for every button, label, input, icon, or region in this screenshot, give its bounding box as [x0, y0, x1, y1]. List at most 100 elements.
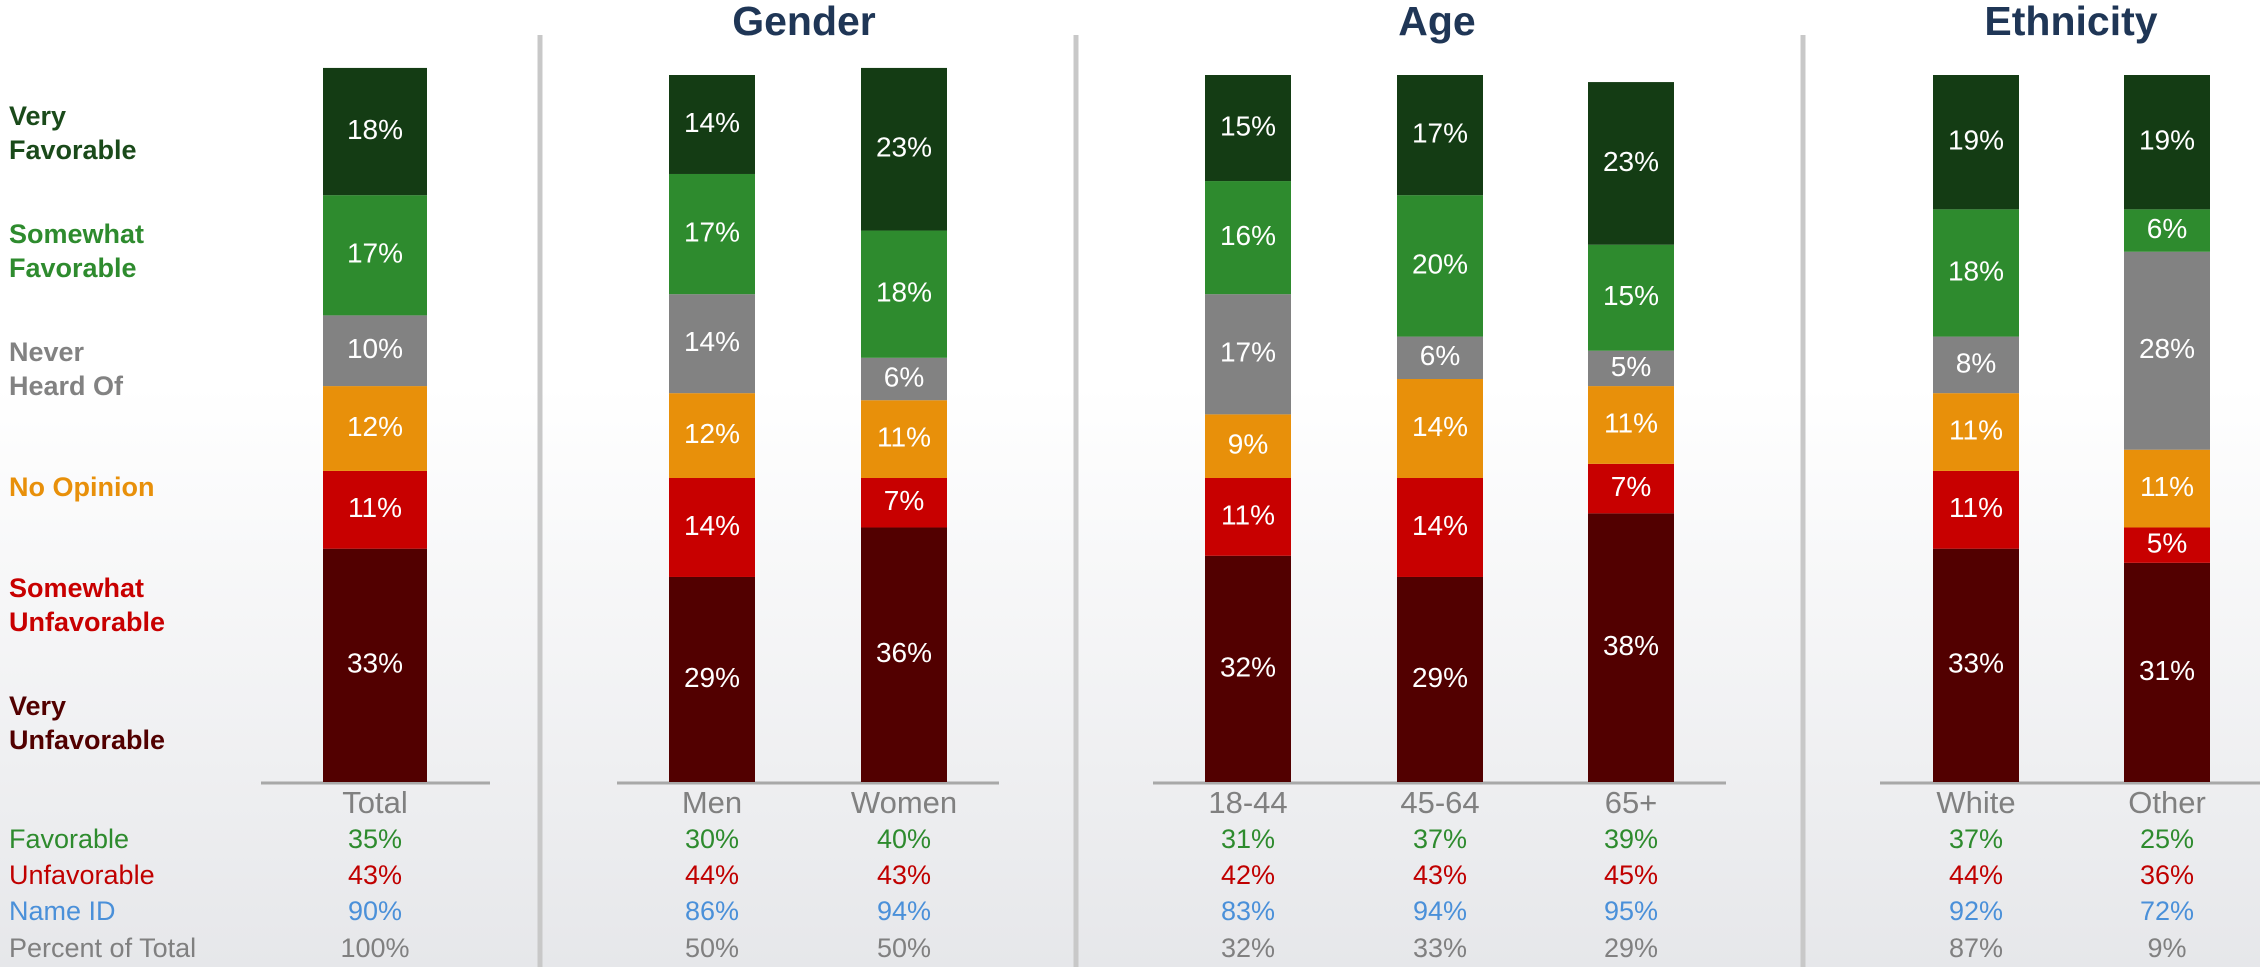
data-label: 14% [1412, 411, 1468, 442]
table-cell: 33% [1413, 933, 1467, 963]
data-label: 5% [2147, 528, 2187, 559]
bar-segment [1205, 294, 1291, 415]
table-cell: 37% [1413, 824, 1467, 854]
legend-label: Very Favorable [9, 101, 137, 165]
data-label: 38% [1603, 630, 1659, 661]
group-title: Ethnicity [1984, 0, 2157, 44]
data-label: 28% [2139, 333, 2195, 364]
table-cell: 30% [685, 824, 739, 854]
data-label: 18% [876, 277, 932, 308]
table-cell: 94% [877, 896, 931, 926]
bar-segment [1933, 336, 2019, 394]
data-label: 23% [1603, 146, 1659, 177]
table-cell: 43% [348, 860, 402, 890]
bar-segment [1397, 477, 1483, 577]
data-label: 14% [684, 107, 740, 138]
data-label: 17% [347, 238, 403, 269]
data-label: 14% [684, 510, 740, 541]
bar-segment [1933, 75, 2019, 210]
data-label: 11% [2140, 471, 2194, 502]
x-tick-label: Women [851, 785, 957, 820]
x-tick-label: Total [342, 785, 407, 820]
bar-segment [1933, 393, 2019, 471]
table-cell: 94% [1413, 896, 1467, 926]
bar-segment [1397, 379, 1483, 478]
data-label: 20% [1412, 248, 1468, 279]
bar-segment [1397, 75, 1483, 196]
x-tick-label: White [1936, 785, 2015, 820]
bar-segment [1933, 209, 2019, 337]
bar-segment [1205, 181, 1291, 295]
bar-segment [861, 357, 947, 401]
table-cell: 40% [877, 824, 931, 854]
data-label: 23% [876, 132, 932, 163]
bar-segment [323, 548, 427, 782]
data-label: 12% [684, 418, 740, 449]
bar-segment [1588, 244, 1674, 351]
bar-segment [861, 477, 947, 528]
bar-segment [323, 315, 427, 387]
table-cell: 86% [685, 896, 739, 926]
data-label: 11% [877, 421, 931, 452]
group-title: Age [1398, 0, 1475, 44]
bar-segment [669, 393, 755, 478]
table-cell: 100% [340, 933, 409, 963]
table-cell: 50% [877, 933, 931, 963]
data-label: 16% [1220, 220, 1276, 251]
table-row-label: Percent of Total [9, 933, 196, 963]
bar-segment [669, 75, 755, 174]
data-label: 5% [1611, 351, 1651, 382]
data-label: 33% [347, 648, 403, 679]
table-cell: 9% [2147, 933, 2186, 963]
bar-segment [2124, 562, 2210, 782]
data-label: 19% [2139, 125, 2195, 156]
table-row-label: Name ID [9, 896, 116, 926]
table-row-label: Favorable [9, 824, 129, 854]
bar-segment [323, 195, 427, 316]
data-label: 17% [684, 216, 740, 247]
bar-segment [2124, 209, 2210, 252]
bar-segment [1933, 470, 2019, 549]
data-label: 36% [876, 637, 932, 668]
bar-segment [2124, 449, 2210, 528]
table-cell: 42% [1221, 860, 1275, 890]
bar-segment [2124, 251, 2210, 450]
bar-segment [861, 230, 947, 358]
bar-segment [1588, 513, 1674, 782]
legend-label: No Opinion [9, 472, 155, 502]
table-cell: 43% [1413, 860, 1467, 890]
bar-segment [1397, 195, 1483, 337]
table-cell: 90% [348, 896, 402, 926]
group-title: Gender [732, 0, 876, 44]
data-label: 18% [1948, 255, 2004, 286]
data-label: 11% [348, 492, 402, 523]
bar-segment [1588, 386, 1674, 464]
data-label: 6% [1420, 340, 1460, 371]
x-tick-label: Other [2128, 785, 2206, 820]
bar-segment [669, 576, 755, 782]
bar-segment [1397, 576, 1483, 782]
bar-segment [323, 386, 427, 471]
data-label: 17% [1412, 117, 1468, 148]
bar-segment [861, 400, 947, 478]
data-label: 14% [684, 326, 740, 357]
table-cell: 35% [348, 824, 402, 854]
data-label: 6% [2147, 213, 2187, 244]
data-label: 19% [1948, 125, 2004, 156]
data-label: 15% [1603, 280, 1659, 311]
table-cell: 45% [1604, 860, 1658, 890]
data-label: 29% [1412, 662, 1468, 693]
table-cell: 36% [2140, 860, 2194, 890]
bar-segment [323, 67, 427, 196]
bar-segment [861, 67, 947, 231]
table-cell: 92% [1949, 896, 2003, 926]
data-label: 32% [1220, 651, 1276, 682]
x-tick-label: Men [682, 785, 742, 820]
data-label: 8% [1956, 347, 1996, 378]
bar-segment [323, 470, 427, 549]
table-cell: 44% [1949, 860, 2003, 890]
table-cell: 87% [1949, 933, 2003, 963]
data-label: 11% [1949, 492, 2003, 523]
data-label: 10% [347, 333, 403, 364]
